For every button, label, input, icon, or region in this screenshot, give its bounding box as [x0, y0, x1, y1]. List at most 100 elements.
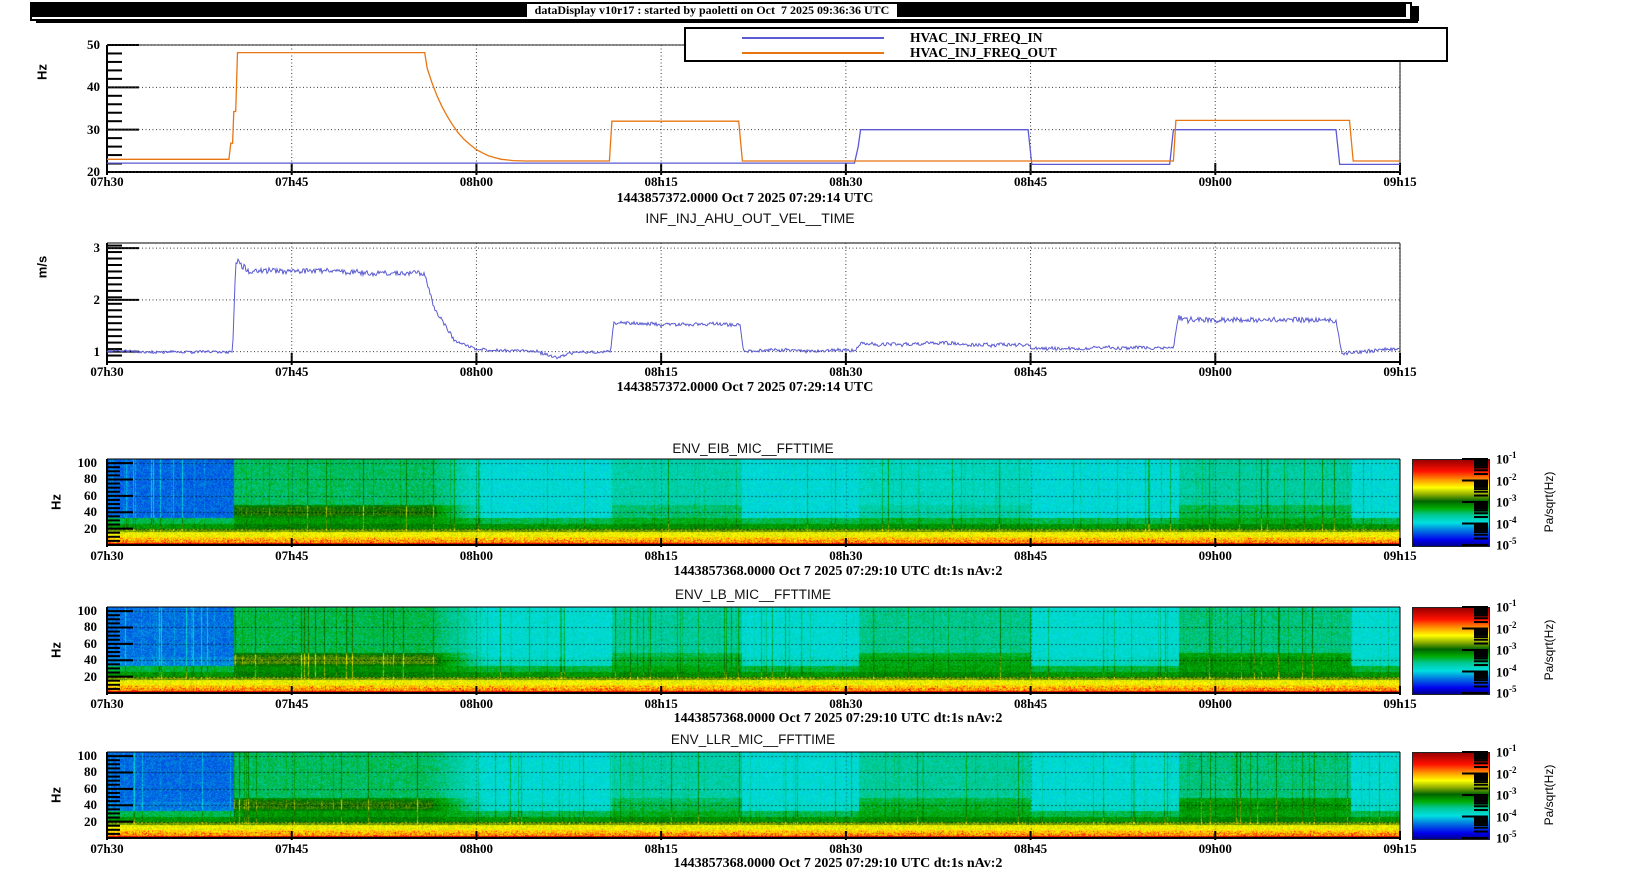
- header-title: dataDisplay v10r17 : started by paoletti…: [534, 3, 890, 17]
- colorbar-tick-label: 10-4: [1496, 662, 1517, 679]
- y-tick-label: 100: [77, 603, 98, 619]
- tick-label: 08h30: [829, 174, 863, 189]
- colorbar: [1412, 607, 1490, 695]
- plot1-area[interactable]: [107, 45, 1400, 172]
- tick-label: 09h15: [1383, 841, 1417, 856]
- colorbar-tick-label: 10-1: [1496, 450, 1517, 467]
- tick-label: 08h15: [644, 364, 678, 379]
- tick-label: 08h00: [459, 174, 494, 189]
- y-tick-label: 100: [77, 455, 98, 471]
- titlebar-shadow-bottom: [36, 21, 1418, 23]
- tick-label: 07h45: [275, 548, 309, 563]
- colorbar-tick-label: 10-5: [1496, 536, 1517, 553]
- tick-label: 07h45: [275, 841, 309, 856]
- window-titlebar[interactable]: dataDisplay v10r17 : started by paoletti…: [30, 2, 1412, 21]
- plot2-area[interactable]: [107, 243, 1400, 362]
- titlebar-right-block: [897, 4, 1406, 17]
- tick-label: 09h00: [1198, 364, 1232, 379]
- tick-label: 08h45: [1013, 696, 1048, 711]
- y-tick-label: 1: [93, 343, 101, 359]
- tick-label: 09h00: [1198, 548, 1232, 563]
- plot2-title: INF_INJ_AHU_OUT_VEL__TIME: [645, 210, 855, 226]
- tick-label: 08h15: [644, 696, 678, 711]
- spec1-timestamp: 1443857368.0000 Oct 7 2025 07:29:10 UTC …: [673, 564, 1003, 579]
- spec2-timestamp: 1443857368.0000 Oct 7 2025 07:29:10 UTC …: [673, 711, 1003, 726]
- tick-label: 08h30: [829, 364, 863, 379]
- y-tick-label: 40: [84, 652, 97, 668]
- colorbar-tick-label: 10-5: [1496, 829, 1517, 846]
- tick-label: 09h00: [1198, 174, 1232, 189]
- y-tick-label: 20: [87, 164, 100, 179]
- tick-label: 08h45: [1013, 364, 1048, 379]
- y-tick-label: 60: [84, 780, 97, 796]
- legend-label: HVAC_INJ_FREQ_IN: [910, 30, 1043, 45]
- spectrogram-llr-mic[interactable]: [107, 752, 1400, 838]
- y-tick-label: 80: [84, 471, 97, 487]
- plot2-ylabel: m/s: [34, 255, 50, 279]
- tick-label: 09h00: [1198, 841, 1232, 856]
- y-tick-label: 30: [87, 121, 100, 137]
- spec1-colorbar-unit: Pa/sqrt(Hz): [1542, 471, 1556, 533]
- spec1-title: ENV_EIB_MIC__FFTTIME: [672, 441, 834, 456]
- tick-label: 08h00: [459, 548, 494, 563]
- colorbar-tick-label: 10-3: [1496, 641, 1517, 658]
- colorbar-tick-label: 10-1: [1496, 743, 1517, 760]
- y-tick-label: 60: [84, 635, 97, 651]
- tick-label: 07h45: [275, 696, 309, 711]
- tick-label: 08h30: [829, 841, 863, 856]
- tick-label: 09h15: [1383, 364, 1417, 379]
- y-tick-label: 40: [87, 79, 100, 95]
- tick-label: 08h15: [644, 174, 678, 189]
- colorbar: [1412, 752, 1490, 840]
- plot1-ylabel: Hz: [34, 64, 50, 80]
- plot1-legend: HVAC_INJ_FREQ_IN HVAC_INJ_FREQ_OUT: [684, 27, 1448, 62]
- colorbar-tick-label: 10-2: [1496, 764, 1517, 781]
- tick-label: 07h30: [90, 364, 124, 379]
- y-tick-label: 20: [84, 520, 97, 536]
- legend-item-freq-out: HVAC_INJ_FREQ_OUT: [686, 45, 1446, 60]
- tick-label: 08h15: [644, 548, 678, 563]
- tick-label: 07h30: [90, 548, 124, 563]
- tick-label: 07h30: [90, 841, 124, 856]
- tick-label: 07h30: [90, 696, 124, 711]
- titlebar-shadow-right: [1410, 6, 1419, 21]
- colorbar-tick-label: 10-4: [1496, 807, 1517, 824]
- colorbar-tick-label: 10-3: [1496, 493, 1517, 510]
- y-tick-label: 40: [84, 504, 97, 520]
- tick-label: 09h00: [1198, 696, 1232, 711]
- y-tick-label: 80: [84, 619, 97, 635]
- plot1-timestamp: 1443857372.0000 Oct 7 2025 07:29:14 UTC: [616, 191, 874, 206]
- spectrogram-eib-mic[interactable]: [107, 459, 1400, 545]
- tick-label: 07h30: [90, 174, 124, 189]
- tick-label: 07h45: [275, 174, 309, 189]
- spectrogram-lb-mic[interactable]: [107, 607, 1400, 693]
- tick-label: 08h15: [644, 841, 678, 856]
- spec3-title: ENV_LLR_MIC__FFTTIME: [670, 732, 836, 747]
- colorbar-tick-label: 10-3: [1496, 786, 1517, 803]
- y-tick-label: 40: [84, 797, 97, 813]
- y-tick-label: 3: [93, 240, 101, 256]
- y-tick-label: 20: [84, 668, 97, 684]
- colorbar-tick-label: 10-4: [1496, 514, 1517, 531]
- spec3-timestamp: 1443857368.0000 Oct 7 2025 07:29:10 UTC …: [673, 856, 1003, 871]
- colorbar-tick-label: 10-2: [1496, 471, 1517, 488]
- y-tick-label: 50: [87, 37, 100, 52]
- tick-label: 08h45: [1013, 174, 1048, 189]
- spec2-colorbar-unit: Pa/sqrt(Hz): [1542, 619, 1556, 681]
- titlebar-left-block: [32, 4, 527, 17]
- tick-label: 08h00: [459, 841, 494, 856]
- tick-label: 09h15: [1383, 696, 1417, 711]
- colorbar-tick-label: 10-5: [1496, 684, 1517, 701]
- legend-item-freq-in: HVAC_INJ_FREQ_IN: [686, 30, 1446, 45]
- tick-label: 08h00: [459, 364, 494, 379]
- tick-label: 08h30: [829, 548, 863, 563]
- spec3-colorbar-unit: Pa/sqrt(Hz): [1542, 764, 1556, 826]
- colorbar-tick-label: 10-2: [1496, 619, 1517, 636]
- tick-label: 09h15: [1383, 174, 1417, 189]
- tick-label: 08h45: [1013, 841, 1048, 856]
- legend-line-sample-orange: [742, 52, 884, 54]
- colorbar-tick-label: 10-1: [1496, 598, 1517, 615]
- y-tick-label: 60: [84, 487, 97, 503]
- y-tick-label: 2: [93, 291, 101, 307]
